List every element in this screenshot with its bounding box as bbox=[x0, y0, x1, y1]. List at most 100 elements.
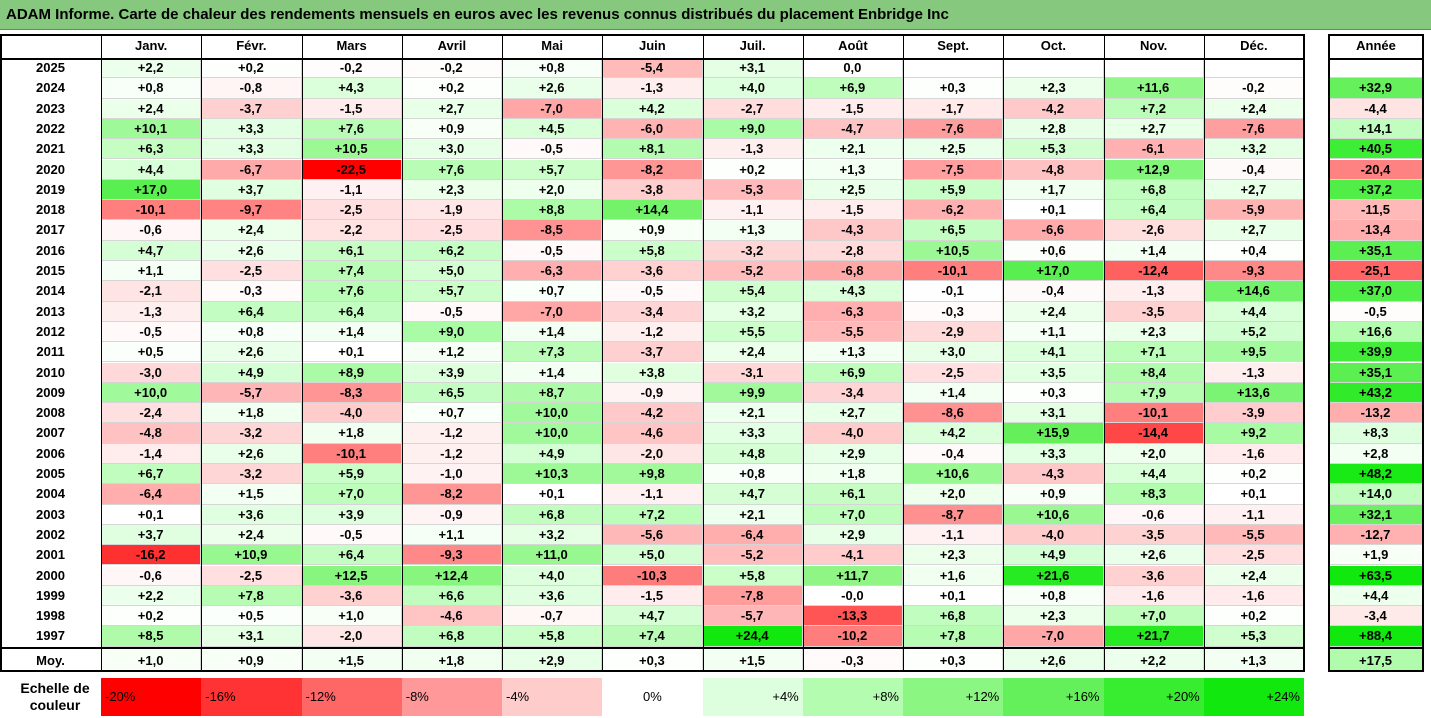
average-cell: +0,9 bbox=[201, 648, 302, 672]
heatmap-cell: +6,1 bbox=[301, 240, 402, 261]
heatmap-cell: -1,1 bbox=[702, 200, 803, 221]
heatmap-cell: -4,6 bbox=[602, 423, 703, 444]
heatmap-cell: +6,5 bbox=[903, 220, 1004, 241]
heatmap-cell: +5,7 bbox=[401, 281, 502, 302]
heatmap-cell: +4,4 bbox=[101, 159, 202, 180]
heatmap-cell: +7,0 bbox=[1103, 606, 1204, 627]
heatmap-cell: +3,9 bbox=[401, 362, 502, 383]
heatmap-cell: +0,9 bbox=[602, 220, 703, 241]
heatmap-cell: -2,2 bbox=[301, 220, 402, 241]
heatmap-cell: +17,0 bbox=[101, 179, 202, 201]
heatmap-cell: +7,1 bbox=[1103, 342, 1204, 363]
heatmap-cell: +5,3 bbox=[1203, 626, 1304, 647]
column-separator bbox=[702, 34, 704, 672]
year-label: 2017 bbox=[36, 222, 65, 238]
heatmap-cell: -4,0 bbox=[802, 423, 903, 444]
heatmap-cell: +7,8 bbox=[903, 626, 1004, 647]
heatmap-cell: -3,6 bbox=[1103, 565, 1204, 586]
heatmap-cell: -5,6 bbox=[602, 524, 703, 546]
heatmap-cell: +3,3 bbox=[201, 118, 302, 140]
column-separator bbox=[502, 34, 503, 672]
annual-cell: -0,5 bbox=[1328, 301, 1424, 322]
heatmap-cell: -5,5 bbox=[1203, 524, 1304, 546]
heatmap-cell: +6,8 bbox=[502, 504, 603, 525]
year-label: 2022 bbox=[36, 120, 65, 136]
heatmap-cell: +0,2 bbox=[1203, 464, 1304, 485]
heatmap-cell: +10,1 bbox=[101, 118, 202, 140]
heatmap-cell: -0,9 bbox=[401, 504, 502, 525]
heatmap-cell: -0,6 bbox=[101, 220, 202, 241]
row-separator bbox=[1328, 646, 1424, 649]
heatmap-cell: +1,1 bbox=[1003, 321, 1104, 343]
heatmap-cell: -8,6 bbox=[903, 403, 1004, 424]
year-label: 2002 bbox=[36, 526, 65, 542]
row-separator bbox=[1328, 58, 1424, 60]
annual-cell: +4,4 bbox=[1328, 585, 1424, 607]
year-label: 2005 bbox=[36, 466, 65, 481]
heatmap-cell: +3,8 bbox=[602, 362, 703, 383]
heatmap-cell: +14,6 bbox=[1203, 281, 1304, 302]
year-label: 2012 bbox=[36, 323, 65, 339]
heatmap-cell: +7,6 bbox=[401, 159, 502, 180]
heatmap-cell: +3,3 bbox=[201, 139, 302, 160]
annual-cell: +2,8 bbox=[1328, 443, 1424, 464]
average-label: Moy. bbox=[36, 652, 65, 668]
heatmap-cell: +8,4 bbox=[1103, 362, 1204, 383]
heatmap-cell: -3,9 bbox=[1203, 403, 1304, 424]
heatmap-cell: +0,1 bbox=[301, 342, 402, 363]
year-label: 2004 bbox=[36, 486, 65, 502]
heatmap-cell: -0,0 bbox=[802, 585, 903, 607]
heatmap-cell: +3,2 bbox=[502, 524, 603, 546]
column-separator bbox=[802, 34, 804, 672]
heatmap-cell: 0,0 bbox=[802, 58, 903, 79]
heatmap-cell: -0,5 bbox=[301, 524, 402, 546]
heatmap-cell: +11,6 bbox=[1103, 78, 1204, 99]
heatmap-cell: -4,8 bbox=[101, 423, 202, 444]
heatmap-cell: +3,2 bbox=[702, 301, 803, 322]
heatmap-cell: +8,1 bbox=[602, 139, 703, 160]
year-label: 2016 bbox=[36, 242, 65, 258]
heatmap-cell: +10,6 bbox=[1003, 504, 1104, 525]
heatmap-cell: +0,8 bbox=[702, 464, 803, 485]
heatmap-cell: -8,2 bbox=[602, 159, 703, 180]
heatmap-cell: +0,8 bbox=[1003, 585, 1104, 607]
heatmap-cell: -8,2 bbox=[401, 484, 502, 505]
heatmap-cell: -4,0 bbox=[301, 403, 402, 424]
year-label: 2006 bbox=[36, 445, 65, 461]
heatmap-cell: -1,0 bbox=[401, 464, 502, 485]
heatmap-cell: -3,4 bbox=[802, 382, 903, 404]
heatmap-cell: +5,0 bbox=[602, 545, 703, 566]
heatmap-cell: +10,5 bbox=[301, 139, 402, 160]
heatmap-cell: +5,8 bbox=[602, 240, 703, 261]
heatmap-cell: -5,7 bbox=[201, 382, 302, 404]
heatmap-cell: -6,8 bbox=[802, 261, 903, 282]
heatmap-cell: -3,2 bbox=[201, 423, 302, 444]
heatmap-cell: +5,8 bbox=[702, 565, 803, 586]
heatmap-cell: +1,8 bbox=[802, 464, 903, 485]
heatmap-cell: -7,5 bbox=[903, 159, 1004, 180]
heatmap-cell: -2,5 bbox=[903, 362, 1004, 383]
heatmap-cell: +0,8 bbox=[101, 78, 202, 99]
annual-cell: +48,2 bbox=[1328, 464, 1424, 485]
color-scale-swatch: -12% bbox=[301, 678, 402, 716]
month-header: Déc. bbox=[1240, 38, 1268, 53]
heatmap-cell: +1,5 bbox=[201, 484, 302, 505]
month-header: Oct. bbox=[1040, 38, 1067, 53]
heatmap-cell: +2,5 bbox=[802, 179, 903, 201]
heatmap-cell: +4,3 bbox=[301, 78, 402, 99]
heatmap-cell bbox=[1103, 58, 1204, 79]
month-header: Janv. bbox=[134, 38, 168, 53]
heatmap-cell: -1,4 bbox=[101, 443, 202, 464]
heatmap-cell: +1,4 bbox=[903, 382, 1004, 404]
color-scale-swatch: -16% bbox=[201, 678, 302, 716]
heatmap-cell: -0,3 bbox=[903, 301, 1004, 322]
heatmap-cell: +6,2 bbox=[401, 240, 502, 261]
heatmap-cell: +6,9 bbox=[802, 362, 903, 383]
heatmap-cell: +7,0 bbox=[301, 484, 402, 505]
heatmap-cell: +2,4 bbox=[201, 220, 302, 241]
heatmap-cell: -0,6 bbox=[101, 565, 202, 586]
year-label: 2008 bbox=[36, 405, 65, 421]
heatmap-cell bbox=[1203, 58, 1304, 79]
heatmap-cell: -1,2 bbox=[602, 321, 703, 343]
